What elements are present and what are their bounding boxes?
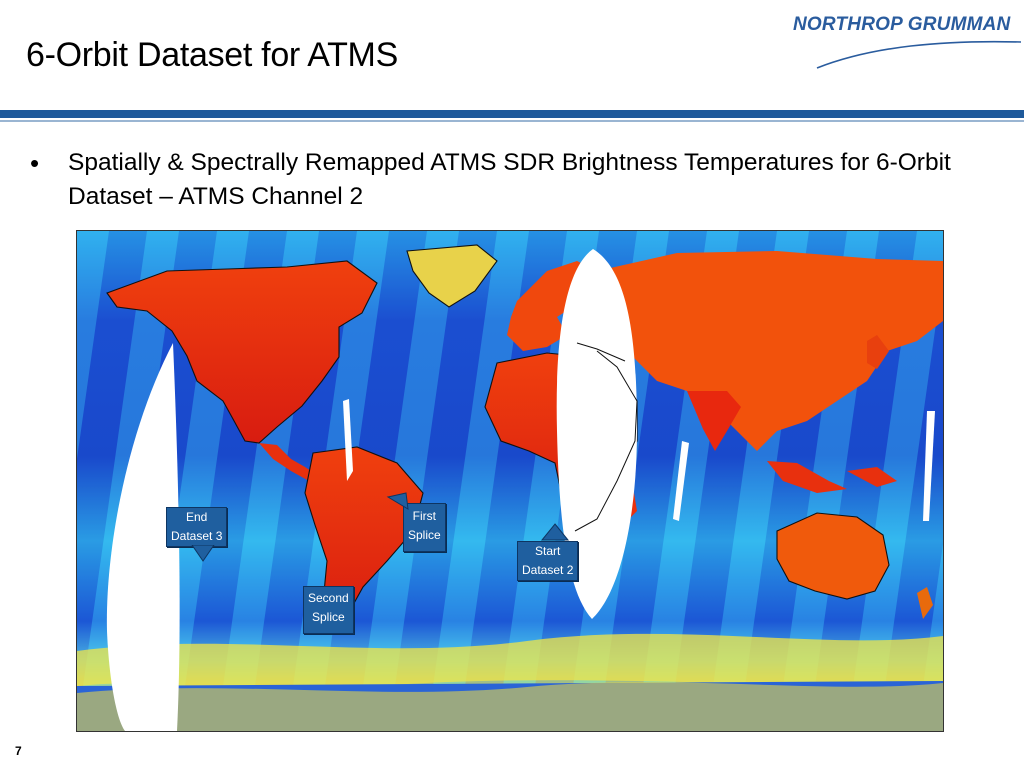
bullet-item: • Spatially & Spectrally Remapped ATMS S… bbox=[30, 146, 998, 214]
slide-title: 6-Orbit Dataset for ATMS bbox=[26, 36, 398, 74]
northrop-grumman-logo: NORTHROP GRUMMAN bbox=[793, 10, 1021, 69]
callout-line1: First bbox=[412, 509, 436, 523]
callout-line1: Start bbox=[535, 544, 561, 558]
callout-line1: Second bbox=[308, 591, 349, 605]
callout-start-dataset-2: Start Dataset 2 bbox=[517, 541, 579, 581]
up-arrow-icon bbox=[540, 523, 570, 541]
logo-wordmark: NORTHROP GRUMMAN bbox=[793, 14, 1011, 35]
callout-line2: Splice bbox=[408, 528, 441, 542]
logo-swoosh-icon bbox=[816, 40, 1021, 69]
bullet-list: • Spatially & Spectrally Remapped ATMS S… bbox=[30, 146, 998, 214]
down-arrow-icon bbox=[191, 545, 215, 562]
bullet-text: Spatially & Spectrally Remapped ATMS SDR… bbox=[68, 149, 951, 210]
callout-line2: Dataset 2 bbox=[522, 563, 574, 577]
callout-first-splice: First Splice bbox=[403, 503, 446, 552]
header-rule-thin bbox=[0, 120, 1024, 122]
up-left-arrow-icon bbox=[386, 492, 409, 510]
page-number: 7 bbox=[15, 744, 22, 758]
bullet-dot-icon: • bbox=[30, 148, 40, 178]
callout-second-splice: Second Splice bbox=[303, 586, 354, 634]
callout-end-dataset-3: End Dataset 3 bbox=[166, 507, 228, 547]
callout-line1: End bbox=[186, 510, 208, 524]
header-rule bbox=[0, 110, 1024, 118]
callout-line2: Dataset 3 bbox=[171, 529, 223, 543]
callout-line2: Splice bbox=[312, 610, 345, 624]
brightness-temperature-map bbox=[76, 230, 944, 732]
